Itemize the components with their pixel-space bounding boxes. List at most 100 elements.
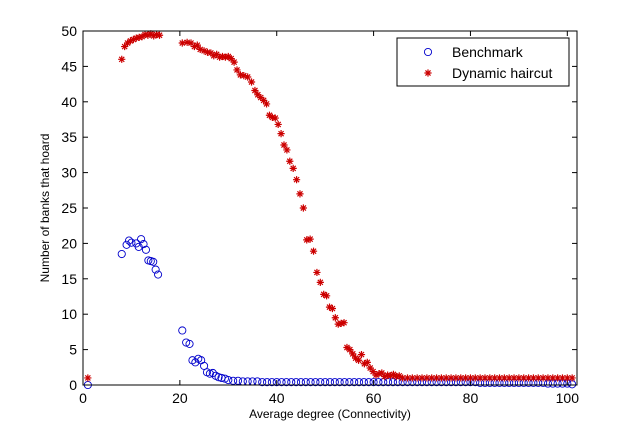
dynamic-haircut-point — [437, 374, 445, 382]
x-tick-label: 60 — [366, 390, 382, 406]
dynamic-haircut-point — [306, 235, 314, 243]
benchmark-point — [296, 378, 305, 387]
dynamic-haircut-point — [395, 372, 403, 380]
benchmark-point — [321, 378, 330, 387]
dynamic-haircut-point — [240, 72, 248, 80]
dynamic-haircut-point — [558, 374, 567, 382]
points-layer — [83, 30, 577, 390]
dynamic-haircut-point — [129, 35, 137, 44]
benchmark-point — [277, 378, 286, 387]
benchmark-point — [122, 240, 131, 249]
benchmark-point — [224, 375, 233, 385]
benchmark-point — [134, 242, 143, 251]
dynamic-haircut-point — [360, 360, 368, 368]
dynamic-haircut-point — [257, 93, 265, 102]
dynamic-haircut-point — [126, 37, 135, 45]
y-axis-label: Number of banks that hoard — [38, 134, 52, 283]
dynamic-haircut-point — [563, 374, 571, 382]
benchmark-point — [330, 378, 339, 387]
dynamic-haircut-point — [155, 31, 164, 39]
x-tick-label: 40 — [269, 390, 285, 406]
dynamic-haircut-point — [515, 374, 523, 382]
dynamic-haircut-point — [486, 374, 494, 382]
dynamic-haircut-point — [84, 374, 92, 382]
dynamic-haircut-point — [366, 364, 374, 372]
dynamic-haircut-point — [520, 374, 528, 382]
x-tick-label: 20 — [172, 390, 188, 406]
dynamic-haircut-point — [286, 157, 294, 165]
dynamic-haircut-point — [375, 370, 383, 378]
dynamic-haircut-point — [247, 78, 256, 86]
dynamic-haircut-point — [190, 42, 198, 51]
benchmark-point — [188, 356, 197, 365]
dynamic-haircut-point — [277, 130, 285, 138]
benchmark-point — [229, 376, 238, 385]
benchmark-point — [282, 378, 291, 387]
dynamic-haircut-point — [150, 32, 158, 40]
x-tick-label: 80 — [463, 390, 479, 406]
benchmark-point — [154, 270, 163, 279]
dynamic-haircut-point — [442, 374, 450, 382]
dynamic-haircut-point — [534, 374, 542, 382]
benchmark-point — [369, 378, 378, 387]
benchmark-point — [355, 378, 364, 387]
dynamic-haircut-point — [135, 33, 143, 41]
benchmark-point — [388, 378, 398, 387]
benchmark-point — [340, 378, 349, 387]
benchmark-point — [214, 373, 223, 382]
dynamic-haircut-point — [309, 247, 318, 255]
dynamic-haircut-point — [200, 47, 208, 55]
benchmark-point — [262, 378, 272, 387]
dynamic-haircut-point — [203, 48, 212, 56]
dynamic-haircut-point — [549, 374, 557, 382]
dynamic-haircut-point — [218, 52, 227, 61]
y-tick-label: 30 — [61, 165, 77, 181]
dynamic-haircut-point — [118, 55, 126, 63]
dynamic-haircut-point — [260, 96, 268, 104]
benchmark-point — [287, 378, 296, 387]
y-tick-label: 35 — [61, 129, 77, 145]
legend-star-icon — [424, 69, 432, 77]
plot-area — [83, 31, 577, 385]
dynamic-haircut-point — [325, 303, 334, 311]
dynamic-haircut-point — [296, 190, 304, 198]
dynamic-haircut-point — [268, 113, 276, 121]
benchmark-point — [374, 378, 383, 387]
dynamic-haircut-point — [303, 236, 311, 244]
ticks-layer: 0 20 40 60 80 100 0 5 10 15 20 25 30 35 40 45 50 — [61, 23, 579, 406]
dynamic-haircut-point — [476, 374, 484, 382]
legend: Benchmark Dynamic haircut — [396, 37, 570, 87]
dynamic-haircut-point — [254, 91, 262, 99]
benchmark-point — [292, 378, 301, 387]
benchmark-point — [208, 368, 217, 378]
dynamic-haircut-point — [457, 374, 465, 382]
dynamic-haircut-point — [381, 372, 389, 381]
benchmark-point — [311, 378, 320, 387]
dynamic-haircut-point — [210, 52, 218, 60]
dynamic-haircut-point — [183, 38, 191, 46]
benchmark-point — [124, 236, 134, 245]
dynamic-haircut-point — [481, 374, 489, 382]
dynamic-haircut-point — [144, 31, 152, 39]
dynamic-haircut-point — [363, 358, 371, 366]
dynamic-haircut-point — [510, 374, 518, 382]
benchmark-point — [345, 378, 354, 387]
dynamic-haircut-point — [491, 374, 499, 382]
benchmark-point — [205, 369, 214, 378]
dynamic-haircut-point — [230, 58, 238, 66]
dynamic-haircut-point — [340, 319, 348, 327]
dynamic-haircut-point — [447, 374, 455, 382]
benchmark-point — [306, 378, 315, 387]
dynamic-haircut-point — [320, 290, 328, 298]
dynamic-haircut-point — [328, 304, 337, 313]
dynamic-haircut-point — [386, 372, 395, 380]
benchmark-point — [127, 238, 136, 247]
y-tick-label: 45 — [61, 58, 77, 74]
dynamic-haircut-point — [423, 374, 431, 382]
dynamic-haircut-point — [289, 164, 297, 172]
dynamic-haircut-point — [372, 371, 380, 379]
dynamic-haircut-point — [153, 30, 161, 39]
legend-label: Benchmark — [452, 44, 524, 60]
dynamic-haircut-point — [369, 367, 377, 376]
